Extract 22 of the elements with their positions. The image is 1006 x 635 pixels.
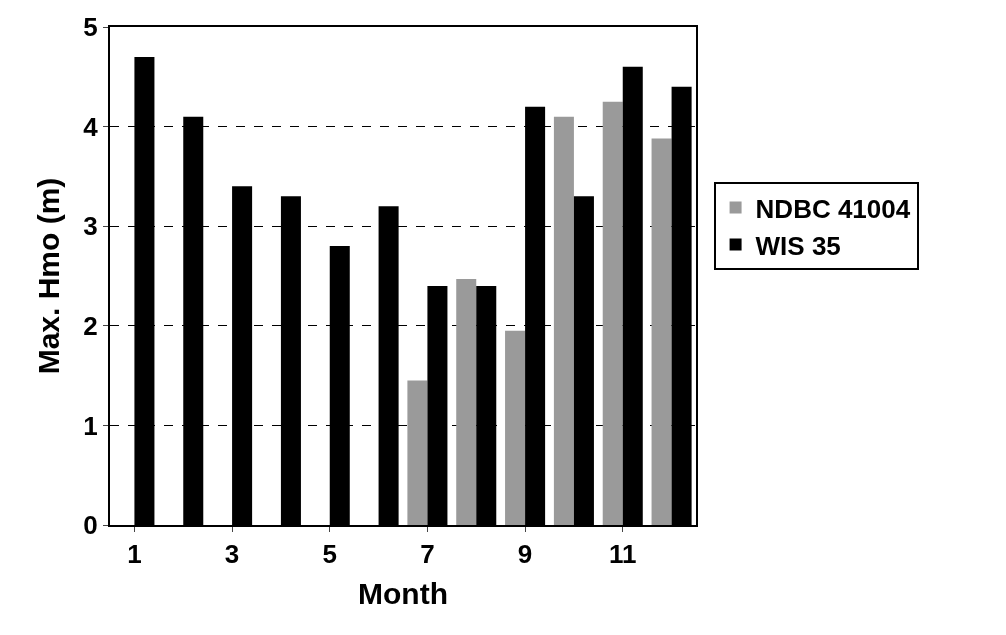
x-tick-label: 7: [420, 539, 435, 570]
y-tick-label: 3: [83, 211, 98, 242]
bar: [602, 101, 623, 525]
bar: [407, 380, 428, 525]
legend-label: NDBC 41004: [755, 193, 911, 224]
y-axis-title: Max. Hmo (m): [31, 177, 65, 375]
bar: [505, 330, 526, 525]
y-tick-label: 1: [83, 410, 98, 441]
y-tick-label: 2: [83, 310, 98, 341]
y-tick-label: 4: [83, 111, 99, 142]
bar: [456, 278, 477, 525]
x-tick-label: 9: [517, 539, 533, 570]
x-tick-label: 3: [224, 539, 240, 570]
bar: [553, 116, 574, 525]
x-tick-label: 5: [322, 539, 337, 570]
x-tick-label: 1: [127, 539, 142, 570]
y-tick-label: 0: [83, 510, 98, 541]
x-axis-title: Month: [358, 577, 448, 611]
y-tick-label: 5: [83, 12, 98, 43]
x-tick-label: 11: [609, 539, 637, 570]
legend-label: WIS 35: [755, 230, 841, 261]
bar: [651, 138, 672, 525]
